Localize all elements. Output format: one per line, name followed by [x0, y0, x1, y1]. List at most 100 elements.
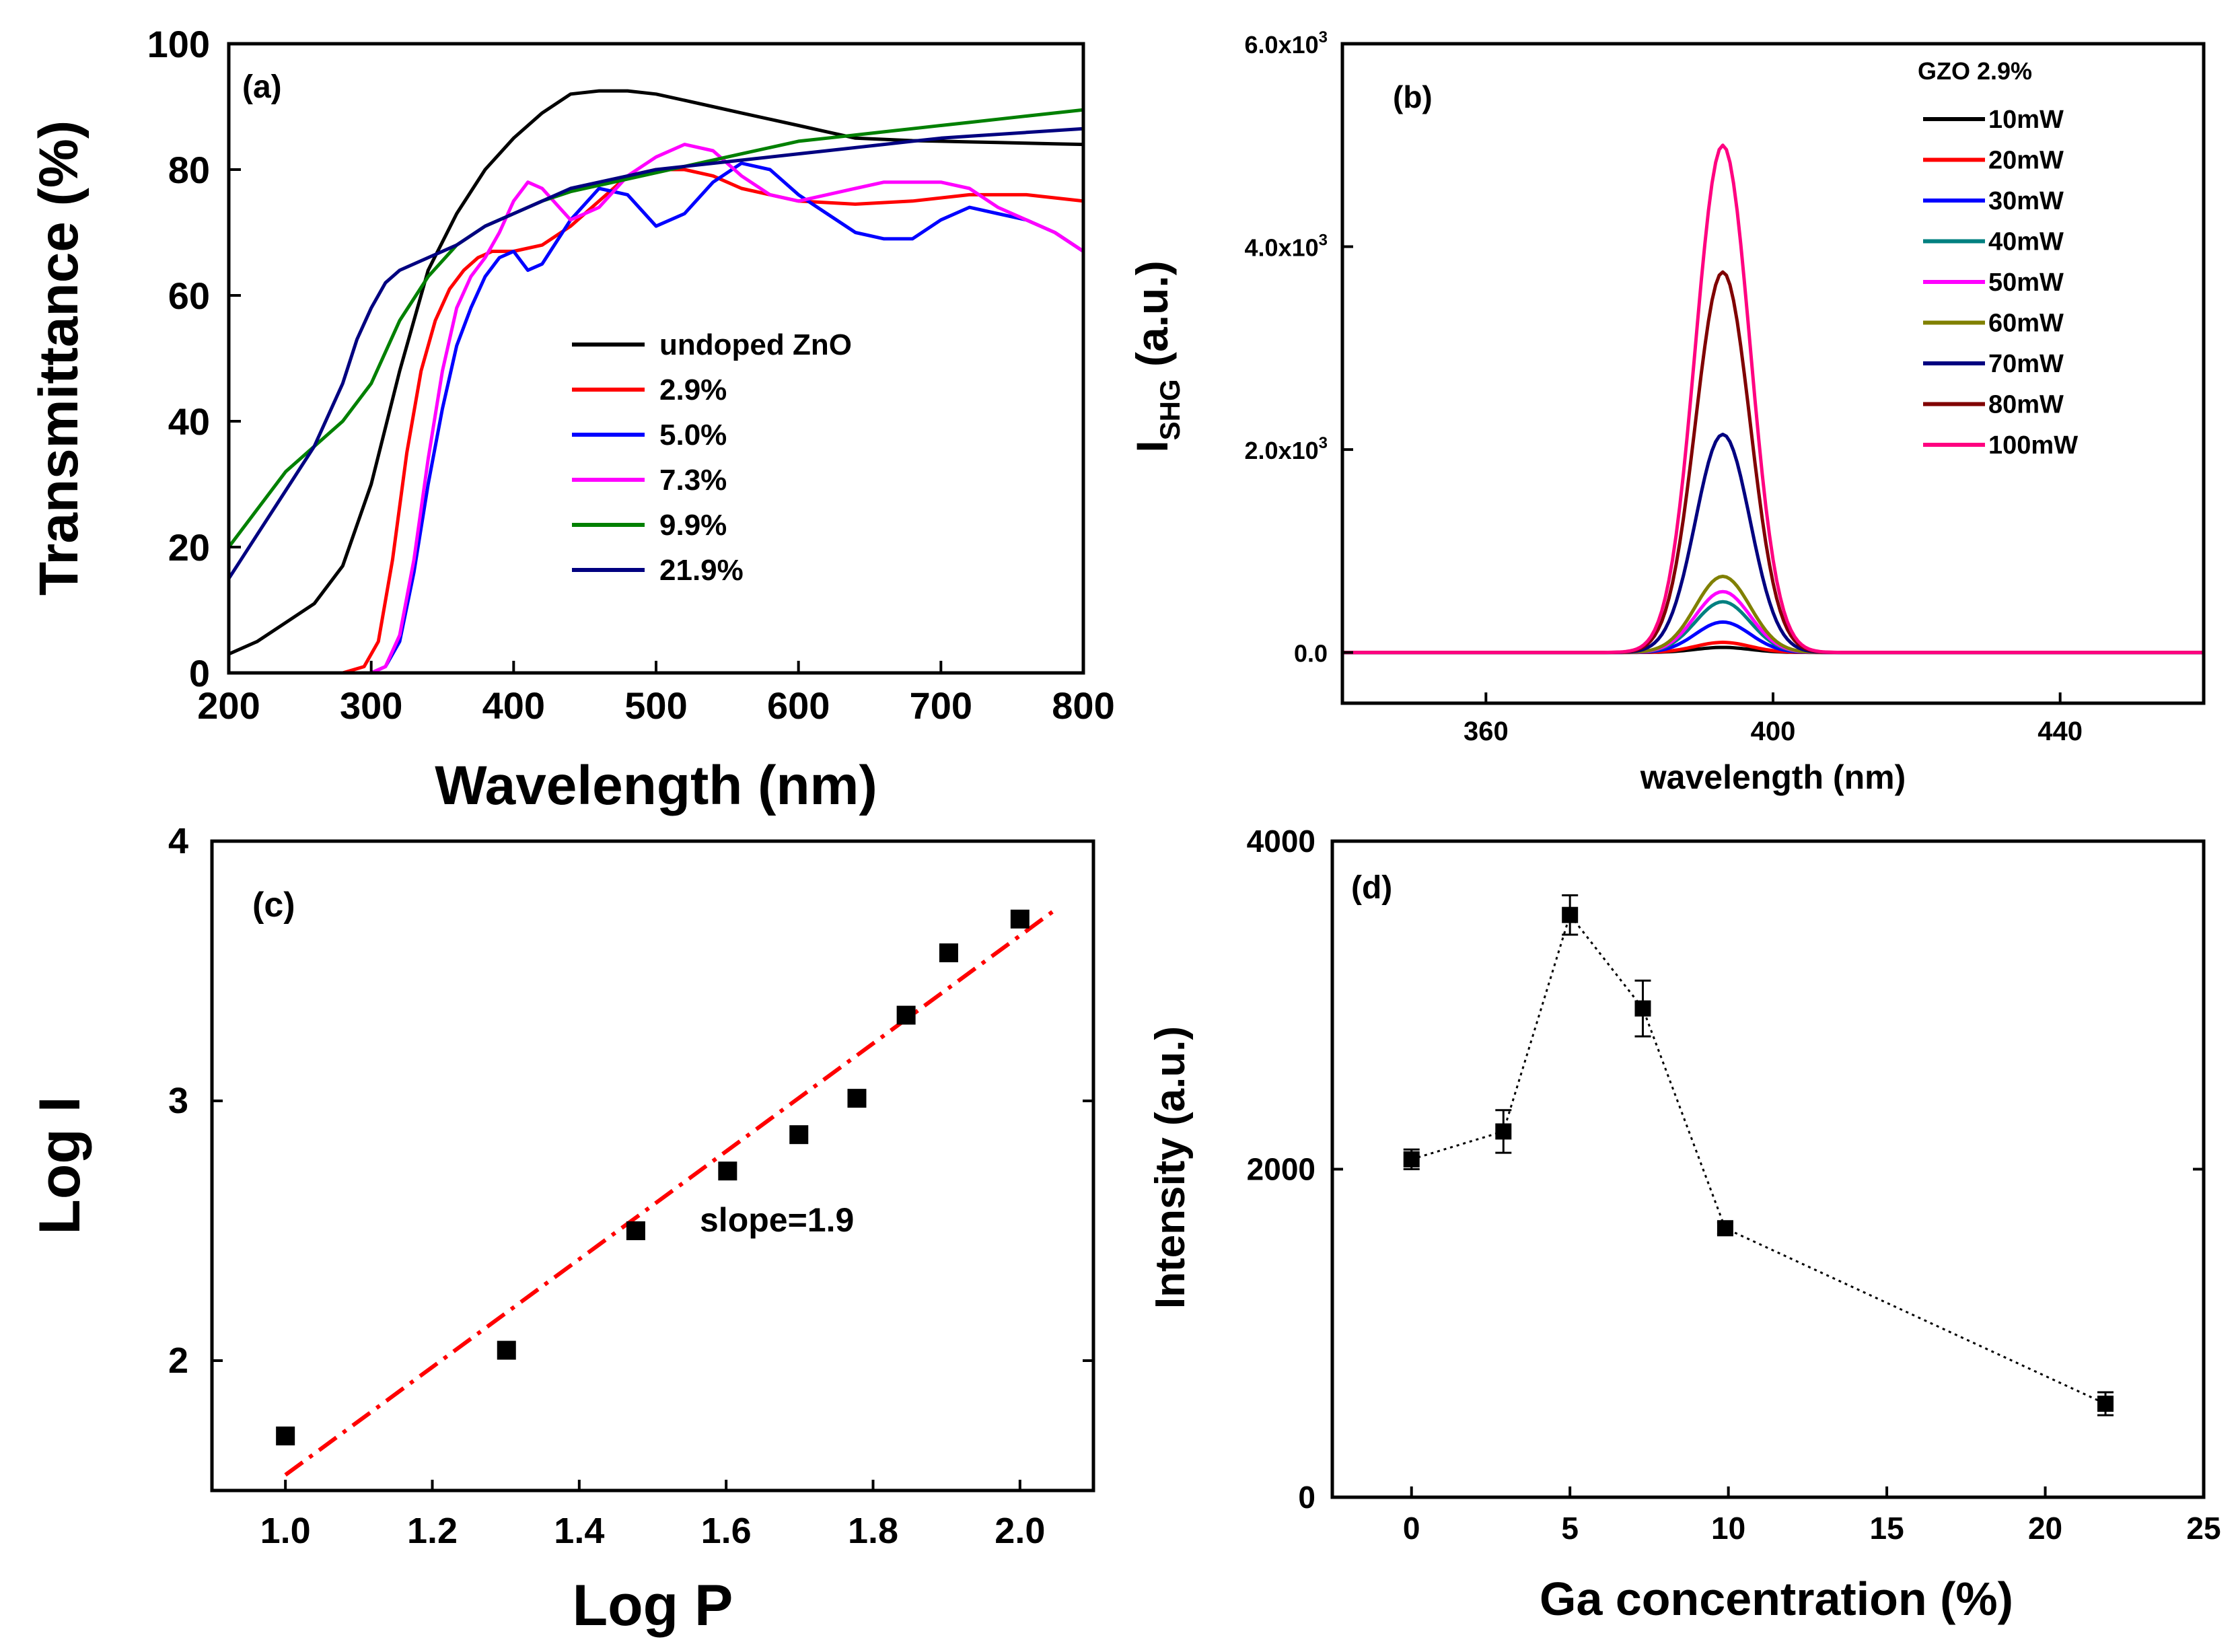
b-x-axis-label: wavelength (nm): [1640, 758, 1906, 796]
c-y-ticks: 2 3 4: [168, 821, 1093, 1381]
d-x-tick-label-4: 20: [2028, 1511, 2062, 1546]
b-x-tick-label-0: 360: [1464, 717, 1509, 746]
d-data-point-1: [1495, 1123, 1512, 1140]
a-x-tick-label-4: 600: [767, 684, 830, 727]
a-y-tick-label-5: 100: [147, 23, 210, 65]
a-series-line-2: [229, 161, 1083, 673]
a-x-tick-label-6: 800: [1052, 684, 1114, 727]
d-x-tick-label-5: 25: [2186, 1511, 2221, 1546]
c-x-tick-label-0: 1.0: [260, 1511, 311, 1551]
b-y-tick-exponent-1: 3: [1319, 434, 1328, 452]
b-y-axis-label-subscript: SHG: [1154, 379, 1186, 440]
c-data-point-7: [939, 943, 958, 962]
b-plot-frame: [1340, 42, 2206, 705]
a-y-tick-label-3: 60: [168, 275, 210, 317]
panel-d-intensity-vs-ga: 0 5 10 15 20 25 0 2000 4000 (d) Ga concentratio…: [1147, 824, 2221, 1625]
a-series-line-4: [229, 108, 1083, 548]
c-x-tick-label-3: 1.6: [701, 1511, 752, 1551]
d-data-point-3: [1634, 1000, 1651, 1017]
d-data-point-2: [1562, 906, 1579, 923]
d-y-axis-label: Intensity (a.u.): [1147, 1026, 1194, 1309]
b-legend-label-0: 10mW: [1988, 106, 2064, 134]
a-legend-label-5: 21.9%: [659, 554, 744, 587]
b-x-tick-label-1: 400: [1751, 717, 1796, 746]
d-connector-line: [1411, 912, 2106, 1405]
d-y-tick-label-2: 4000: [1247, 824, 1315, 859]
b-series-lines: [1342, 143, 2204, 655]
c-y-tick-label-1: 3: [168, 1081, 188, 1121]
a-x-tick-label-5: 700: [910, 684, 972, 727]
c-fit-line-group: [284, 906, 1058, 1477]
a-y-tick-label-1: 20: [168, 526, 210, 569]
svg-text:ISHG (a.u.): ISHG (a.u.): [1127, 260, 1186, 452]
a-y-ticks: 0 20 40 60 80 100: [147, 23, 241, 694]
c-data-point-1: [497, 1340, 516, 1360]
a-y-tick-label-4: 80: [168, 149, 210, 191]
a-series-line-0: [229, 89, 1083, 656]
b-y-tick-mantissa-2: 4.0x10: [1245, 234, 1319, 262]
b-y-tick-mantissa-0: 0.0: [1294, 640, 1328, 668]
b-series-line-4: [1342, 589, 2204, 655]
b-legend-label-8: 100mW: [1988, 431, 2078, 460]
panel-a-transmittance: 200 300 400 500 600 700 800 0 20 40 60 80 100 (a) W…: [28, 23, 1115, 816]
d-x-tick-label-0: 0: [1403, 1511, 1420, 1546]
c-data-point-5: [847, 1089, 867, 1108]
b-legend-label-6: 70mW: [1988, 350, 2064, 378]
d-y-tick-label-0: 0: [1298, 1480, 1315, 1515]
b-series-line-7: [1342, 270, 2204, 655]
c-y-tick-label-2: 4: [168, 821, 188, 861]
d-x-tick-label-3: 15: [1870, 1511, 1904, 1546]
b-x-tick-label-2: 440: [2037, 717, 2083, 746]
b-series-line-8: [1342, 143, 2204, 655]
a-y-axis-label: Transmittance (%): [28, 120, 89, 596]
a-series-line-3: [229, 143, 1083, 673]
a-panel-label: (a): [242, 69, 282, 105]
c-data-point-0: [276, 1426, 295, 1445]
c-x-tick-label-2: 1.4: [554, 1511, 604, 1551]
d-x-tick-label-2: 10: [1711, 1511, 1745, 1546]
c-x-tick-label-4: 1.8: [848, 1511, 898, 1551]
c-data-point-8: [1010, 909, 1030, 929]
a-x-tick-label-3: 500: [624, 684, 687, 727]
c-y-axis-label: Log I: [28, 1096, 92, 1234]
b-legend-label-7: 80mW: [1988, 391, 2064, 419]
a-x-tick-label-2: 400: [482, 684, 545, 727]
a-series-line-1: [229, 168, 1083, 673]
b-y-axis-label-main: I: [1127, 440, 1177, 452]
a-y-tick-label-2: 40: [168, 400, 210, 443]
b-y-tick-label-1: 2.0x103: [1245, 434, 1328, 464]
a-legend-label-2: 5.0%: [659, 419, 727, 452]
c-x-axis-label: Log P: [573, 1573, 733, 1638]
b-legend-label-3: 40mW: [1988, 228, 2064, 256]
d-y-tick-label-1: 2000: [1247, 1152, 1315, 1187]
c-data-points: [276, 909, 1030, 1445]
d-data-point-4: [1717, 1220, 1733, 1237]
c-fit-line: [284, 906, 1058, 1477]
d-x-ticks: 0 5 10 15 20 25: [1403, 1486, 2221, 1546]
d-y-ticks: 0 2000 4000: [1247, 824, 2204, 1515]
a-y-tick-label-0: 0: [189, 652, 210, 694]
b-legend-label-1: 20mW: [1988, 147, 2064, 175]
b-legend-label-2: 30mW: [1988, 187, 2064, 215]
b-series-line-6: [1342, 433, 2204, 655]
b-y-tick-label-0: 0.0: [1294, 640, 1328, 668]
b-legend-label-5: 60mW: [1988, 310, 2064, 338]
d-x-tick-label-1: 5: [1561, 1511, 1579, 1546]
panel-c-log-log: 1.0 1.2 1.4 1.6 1.8 2.0 2 3 4 (c) slope=1.9 Log…: [28, 821, 1095, 1638]
c-x-ticks: 1.0 1.2 1.4 1.6 1.8 2.0: [260, 1480, 1045, 1551]
a-x-tick-label-0: 200: [197, 684, 260, 727]
d-data-point-5: [2097, 1396, 2114, 1412]
b-y-tick-label-2: 4.0x103: [1245, 231, 1328, 262]
a-legend-label-1: 2.9%: [659, 373, 727, 406]
b-y-tick-label-3: 6.0x103: [1245, 28, 1328, 59]
b-y-axis-label-unit: (a.u.): [1127, 260, 1177, 379]
d-connector-polyline: [1411, 912, 2106, 1405]
c-slope-annotation: slope=1.9: [700, 1201, 854, 1239]
a-legend-label-4: 9.9%: [659, 509, 727, 542]
c-x-tick-label-5: 2.0: [995, 1511, 1045, 1551]
a-legend-label-3: 7.3%: [659, 464, 727, 497]
d-panel-label: (d): [1351, 870, 1392, 906]
